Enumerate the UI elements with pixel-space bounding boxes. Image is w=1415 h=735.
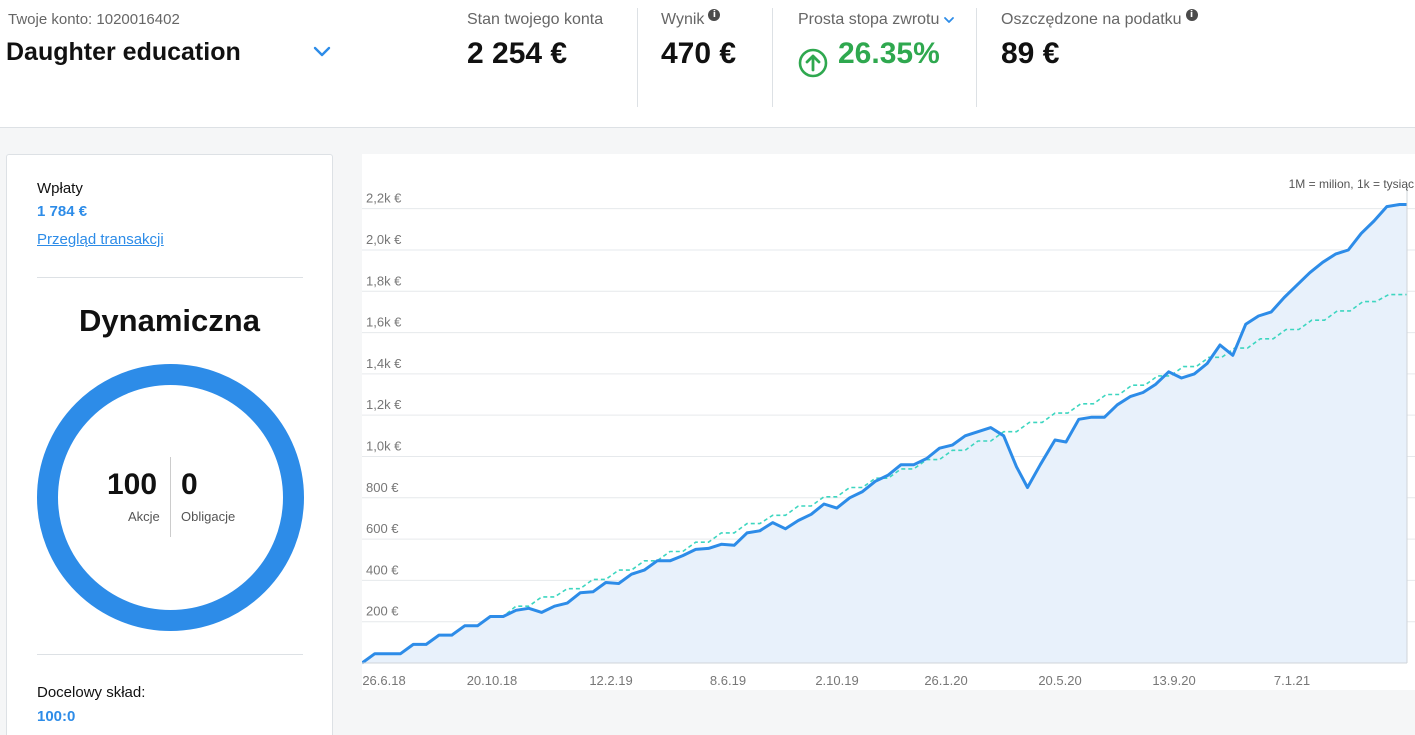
x-tick-label: 20.10.18 bbox=[467, 673, 518, 688]
portfolio-value-chart[interactable]: 200 € 400 € 600 € 800 € 1,0k € 1,2k € 1,4k € 1,… bbox=[362, 154, 1415, 690]
deposits-value: 1 784 € bbox=[37, 203, 88, 220]
y-tick-label: 1,2k € bbox=[366, 397, 402, 412]
chevron-down-icon[interactable] bbox=[943, 15, 955, 25]
result-value: 470 € bbox=[661, 37, 737, 70]
unit-note: 1M = milion, 1k = tysiąc bbox=[1289, 177, 1414, 191]
y-tick-label: 400 € bbox=[366, 562, 399, 577]
balance-stat: Stan twojego konta 2 254 € bbox=[467, 0, 627, 107]
portfolio-value-area bbox=[362, 204, 1407, 663]
y-tick-label: 2,0k € bbox=[366, 232, 402, 247]
result-label-wrap: Wynik i bbox=[661, 9, 721, 29]
divider bbox=[37, 277, 303, 278]
chevron-down-icon[interactable] bbox=[312, 44, 332, 60]
x-tick-label: 12.2.19 bbox=[589, 673, 632, 688]
x-tick-label: 13.9.20 bbox=[1152, 673, 1195, 688]
y-tick-label: 800 € bbox=[366, 480, 399, 495]
info-icon[interactable]: i bbox=[1185, 9, 1198, 21]
y-tick-label: 600 € bbox=[366, 521, 399, 536]
x-tick-label: 26.6.18 bbox=[362, 673, 405, 688]
divider bbox=[637, 8, 638, 107]
stocks-label: Akcje bbox=[128, 509, 160, 524]
y-tick-label: 1,4k € bbox=[366, 356, 402, 371]
y-tick-label: 1,6k € bbox=[366, 315, 402, 330]
account-number-label: Twoje konto: 1020016402 bbox=[8, 11, 180, 28]
y-tick-label: 200 € bbox=[366, 604, 399, 619]
account-header: Twoje konto: 1020016402 Daughter educati… bbox=[0, 0, 1415, 128]
divider bbox=[976, 8, 977, 107]
info-icon[interactable]: i bbox=[708, 9, 721, 21]
transactions-link[interactable]: Przegląd transakcji bbox=[37, 231, 164, 248]
portfolio-summary-panel: Wpłaty 1 784 € Przegląd transakcji Dynam… bbox=[6, 154, 333, 735]
tax-saved-label-wrap: Oszczędzone na podatku i bbox=[1001, 9, 1198, 29]
y-tick-label: 2,2k € bbox=[366, 191, 402, 206]
result-stat: Wynik i 470 € bbox=[661, 0, 761, 107]
x-tick-label: 26.1.20 bbox=[924, 673, 967, 688]
x-tick-label: 20.5.20 bbox=[1038, 673, 1081, 688]
return-value: 26.35% bbox=[838, 37, 940, 70]
allocation-divider bbox=[170, 457, 171, 537]
allocation-donut-chart bbox=[37, 364, 304, 631]
result-label: Wynik bbox=[661, 11, 705, 28]
y-tick-label: 1,0k € bbox=[366, 438, 402, 453]
deposits-label: Wpłaty bbox=[37, 180, 83, 197]
portfolio-value-line bbox=[362, 203, 1407, 665]
account-name[interactable]: Daughter education bbox=[6, 38, 241, 66]
bonds-percentage: 0 bbox=[181, 468, 198, 501]
divider bbox=[37, 654, 303, 655]
target-allocation-value: 100:0 bbox=[37, 708, 76, 725]
tax-saved-stat: Oszczędzone na podatku i 89 € bbox=[1001, 0, 1211, 107]
divider bbox=[772, 8, 773, 107]
balance-label: Stan twojego konta bbox=[467, 11, 604, 28]
arrow-up-circle-icon bbox=[798, 48, 828, 78]
target-allocation-label: Docelowy skład: bbox=[37, 684, 146, 701]
bonds-label: Obligacje bbox=[181, 509, 236, 524]
return-stat: Prosta stopa zwrotu 26.35% bbox=[798, 0, 968, 107]
chart-canvas[interactable]: 200 € 400 € 600 € 800 € 1,0k € 1,2k € 1,4k € 1,… bbox=[362, 154, 1415, 690]
investment-profile-title: Dynamiczna bbox=[79, 303, 260, 338]
x-tick-label: 2.10.19 bbox=[815, 673, 858, 688]
tax-saved-label: Oszczędzone na podatku bbox=[1001, 11, 1182, 28]
return-label: Prosta stopa zwrotu bbox=[798, 11, 940, 28]
return-label-wrap[interactable]: Prosta stopa zwrotu bbox=[798, 11, 955, 29]
x-tick-label: 8.6.19 bbox=[710, 673, 746, 688]
tax-saved-value: 89 € bbox=[1001, 37, 1060, 70]
x-tick-label: 7.1.21 bbox=[1274, 673, 1310, 688]
stocks-percentage: 100 bbox=[107, 468, 158, 501]
y-tick-label: 1,8k € bbox=[366, 273, 402, 288]
balance-value: 2 254 € bbox=[467, 37, 568, 70]
